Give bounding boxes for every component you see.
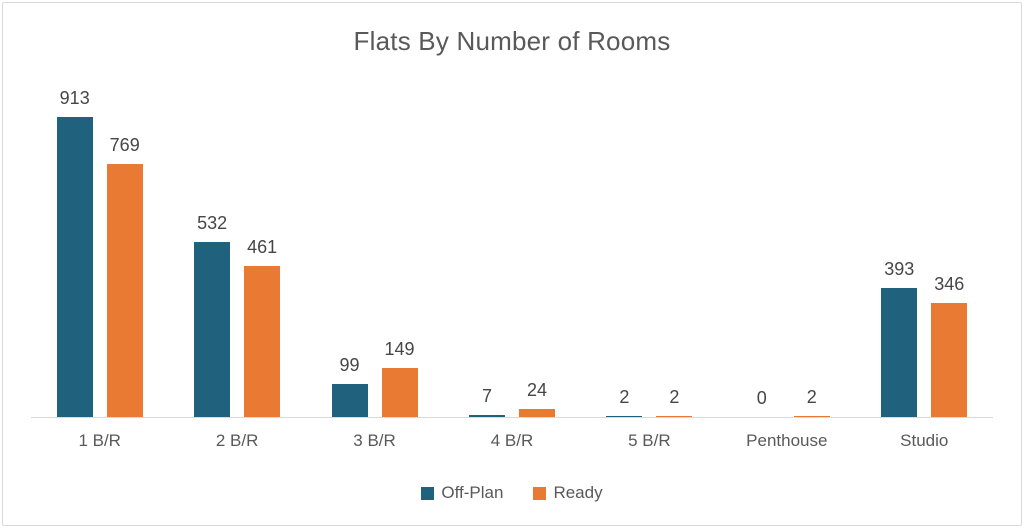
x-axis-label: 4 B/R (490, 431, 534, 450)
bar-value-label: 461 (247, 236, 278, 257)
bar-column: 149 (381, 339, 418, 417)
category-group: 913 769 (31, 71, 168, 417)
bar-value-label: 99 (339, 355, 360, 376)
bar-off-plan (606, 416, 643, 417)
legend-label: Ready (553, 483, 603, 502)
bar-column: 7 (468, 385, 505, 417)
bar-off-plan (56, 117, 93, 417)
bar-off-plan (468, 414, 505, 417)
plot-area: 913 769 532 461 99 149 7 24 2 2 0 2 393 346 (31, 71, 993, 418)
bar-value-label: 769 (109, 135, 140, 156)
x-axis-label: 3 B/R (353, 431, 396, 450)
category-group: 393 346 (856, 71, 993, 417)
bar-ready (244, 265, 281, 417)
bar-column: 2 (606, 387, 643, 417)
x-axis-label: 2 B/R (215, 431, 259, 450)
bar-off-plan (194, 242, 231, 417)
legend-item: Ready (533, 483, 603, 503)
bar-value-label: 2 (806, 387, 817, 408)
legend-label: Off-Plan (441, 483, 504, 502)
bar-column: 2 (793, 387, 830, 417)
x-axis-label: 1 B/R (78, 431, 121, 450)
legend: Off-Plan Ready (3, 483, 1021, 503)
bar-column: 532 (194, 213, 231, 417)
bar-value-label: 2 (669, 387, 680, 408)
bar-value-label: 532 (197, 213, 228, 234)
bar-column: 461 (244, 236, 281, 417)
bar-value-label: 0 (756, 388, 767, 408)
bar-column: 99 (331, 355, 368, 417)
bar-column: 2 (656, 387, 693, 417)
category-group: 7 24 (443, 71, 580, 417)
x-axis-label: 5 B/R (628, 431, 671, 450)
chart-title: Flats By Number of Rooms (353, 26, 671, 56)
bar-value-label: 149 (384, 339, 415, 360)
x-axis-label: Studio (900, 431, 949, 450)
bar-column: 24 (518, 380, 555, 417)
bar-ready (518, 409, 555, 417)
bar-value-label: 913 (59, 88, 90, 108)
bar-value-label: 393 (884, 258, 915, 279)
x-axis: 1 B/R 2 B/R 3 B/R 4 B/R 5 B/R Penthouse Studio (31, 418, 993, 451)
legend-item: Off-Plan (421, 483, 503, 503)
legend-swatch-icon (533, 486, 547, 500)
bar-ready (931, 303, 968, 417)
bar-column: 393 (881, 258, 918, 417)
bar-value-label: 2 (619, 387, 630, 408)
category-group: 99 149 (306, 71, 443, 417)
bar-value-label: 24 (526, 380, 547, 401)
x-axis-label: Penthouse (746, 431, 828, 450)
bar-off-plan (881, 287, 918, 417)
bar-column: 913 (56, 88, 93, 417)
bar-ready (656, 416, 693, 417)
bar-ready (106, 164, 143, 417)
bar-ready (381, 368, 418, 417)
bar-column: 769 (106, 135, 143, 417)
legend-swatch-icon (421, 486, 435, 500)
bar-value-label: 7 (481, 385, 492, 406)
bar-off-plan (331, 384, 368, 417)
bar-column: 0 (744, 388, 780, 417)
bar-value-label: 346 (934, 274, 965, 295)
bar-column: 346 (931, 274, 968, 417)
bar-ready (793, 416, 830, 417)
category-group: 532 461 (168, 71, 305, 417)
